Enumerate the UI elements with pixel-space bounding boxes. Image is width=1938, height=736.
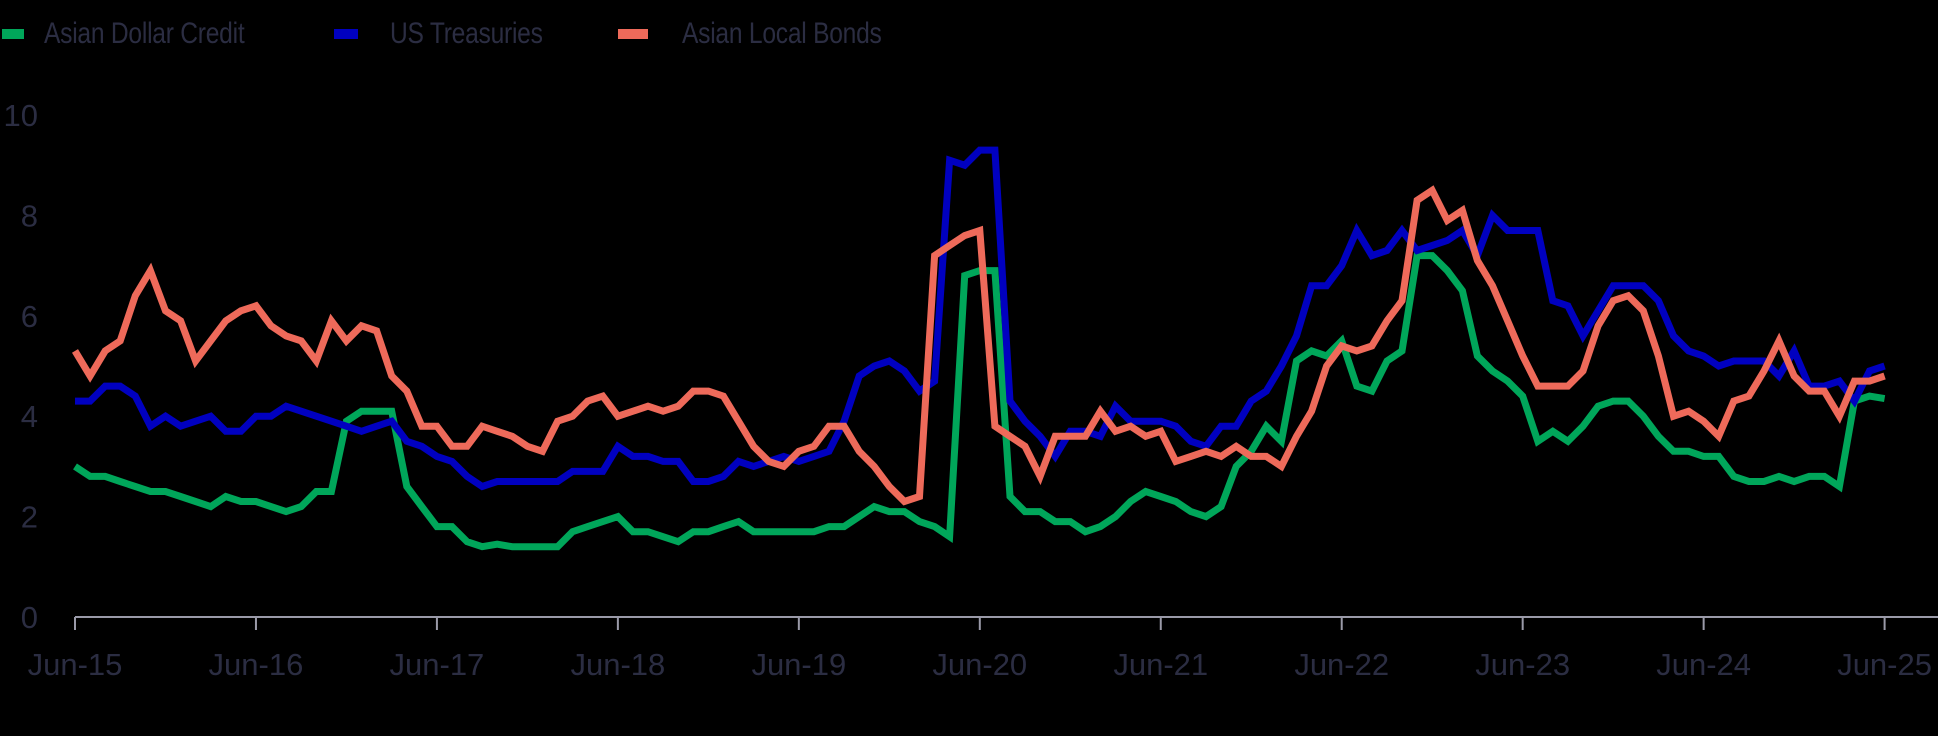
y-tick-label: 10 [4,98,38,133]
y-axis: 0 2 4 6 8 10 [4,98,38,635]
legend-swatch-coral [618,29,648,39]
x-tick-label: Jun-16 [209,647,304,682]
y-tick-label: 6 [21,299,38,334]
x-tick-label: Jun-24 [1656,647,1751,682]
legend-label: Asian Local Bonds [682,17,882,50]
x-tick-label: Jun-22 [1294,647,1389,682]
legend-swatch-green [2,29,24,39]
series-line-us-treasuries[interactable] [75,146,1886,491]
x-tick-label: Jun-19 [751,647,846,682]
plot-area [72,146,1886,551]
x-tick-label: Jun-21 [1113,647,1208,682]
y-tick-label: 0 [21,600,38,635]
x-tick-label: Jun-17 [390,647,485,682]
y-tick-label: 2 [21,500,38,535]
y-tick-label: 4 [21,399,38,434]
x-axis: Jun-15 Jun-16 Jun-17 Jun-18 Jun-19 Jun-20 Jun-… [28,616,1938,682]
legend-label: US Treasuries [390,17,543,50]
x-tick-label: Jun-15 [28,647,123,682]
legend-label: Asian Dollar Credit [44,17,245,50]
x-tick-label: Jun-18 [570,647,665,682]
x-tick-label: Jun-25 [1837,647,1932,682]
chart-legend: Asian Dollar Credit US Treasuries Asian … [0,14,1000,54]
y-tick-label: 8 [21,198,38,233]
legend-swatch-blue [334,29,358,39]
x-tick-label: Jun-23 [1475,647,1570,682]
x-tick-label: Jun-20 [932,647,1027,682]
series-line-asian-local-bonds[interactable] [72,185,1886,506]
